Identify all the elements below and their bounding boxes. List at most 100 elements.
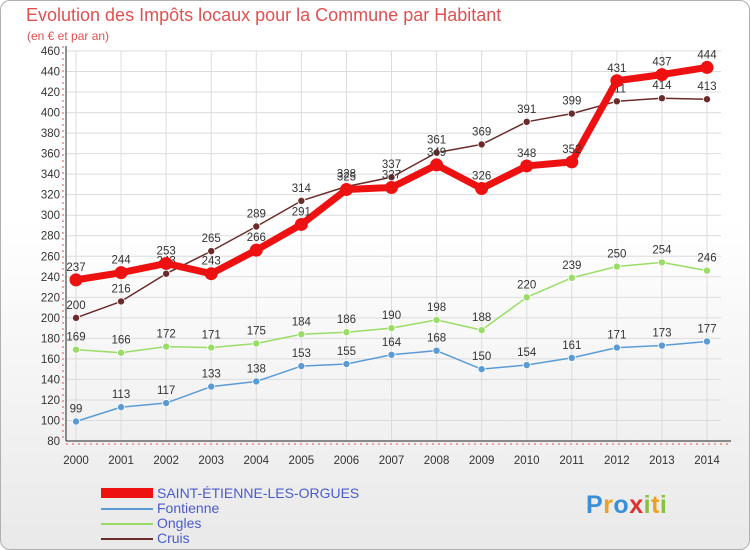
series-saint-etienne-les-orgues-point-2004: [249, 243, 263, 257]
series-fontienne-point-2013: [657, 341, 666, 350]
series-saint-etienne-les-orgues-data-label-2012: 431: [607, 63, 626, 75]
x-tick-label-2011: 2011: [559, 455, 584, 467]
series-saint-etienne-les-orgues-data-label-2010: 348: [517, 148, 536, 160]
series-cruis-data-label-2001: 216: [111, 283, 130, 295]
series-cruis-point-2002: [162, 269, 171, 278]
legend-label-ongles: Ongles: [157, 515, 202, 531]
series-fontienne-point-2005: [297, 362, 306, 371]
series-ongles-data-label-2006: 186: [337, 314, 356, 326]
series-ongles-point-2000: [72, 345, 81, 354]
series-fontienne-data-label-2011: 161: [562, 340, 581, 352]
series-ongles-point-2007: [387, 324, 396, 333]
series-ongles-data-label-2004: 175: [247, 326, 266, 338]
series-cruis-data-label-2014: 413: [697, 81, 716, 93]
series-ongles-point-2013: [657, 258, 666, 267]
series-fontienne-point-2003: [207, 382, 216, 391]
legend-swatch-saint-etienne: [101, 488, 153, 498]
chart-subtitle: (en € et par an): [27, 29, 110, 43]
series-cruis-point-2013: [657, 94, 666, 103]
series-ongles-data-label-2003: 171: [202, 330, 221, 342]
series-fontienne-point-2012: [612, 343, 621, 352]
series-saint-etienne-les-orgues-data-label-2004: 266: [247, 232, 266, 244]
series-ongles-data-label-2010: 220: [517, 279, 536, 291]
series-fontienne-data-label-2003: 133: [202, 369, 221, 381]
y-tick-label-460: 460: [41, 46, 60, 58]
series-fontienne-data-label-2012: 171: [607, 330, 626, 342]
series-fontienne-data-label-2013: 173: [652, 328, 671, 340]
series-ongles-data-label-2007: 190: [382, 310, 401, 322]
series-fontienne-data-label-2007: 164: [382, 337, 402, 349]
series-cruis-point-2009: [477, 140, 486, 149]
series-fontienne-point-2001: [117, 403, 126, 412]
y-tick-label-240: 240: [41, 272, 60, 284]
series-saint-etienne-les-orgues-data-label-2005: 291: [292, 206, 311, 218]
series-ongles-data-label-2014: 246: [697, 253, 716, 265]
series-saint-etienne-les-orgues-point-2012: [610, 74, 624, 88]
series-saint-etienne-les-orgues-point-2008: [430, 158, 444, 172]
legend-swatch-cruis: [101, 538, 153, 540]
series-saint-etienne-les-orgues-data-label-2008: 349: [427, 147, 446, 159]
y-tick-label-280: 280: [41, 231, 60, 243]
legend-label-saint-etienne: SAINT-ÉTIENNE-LES-ORGUES: [157, 485, 360, 501]
series-saint-etienne-les-orgues-point-2000: [69, 273, 83, 287]
y-tick-label-320: 320: [41, 190, 60, 202]
series-cruis-point-2005: [297, 196, 306, 205]
series-saint-etienne-les-orgues-point-2013: [655, 68, 669, 82]
legend-swatch-ongles: [101, 523, 153, 525]
series-ongles-point-2002: [162, 342, 171, 351]
x-tick-label-2007: 2007: [379, 455, 405, 467]
series-cruis-point-2007: [387, 173, 396, 182]
series-cruis-data-label-2011: 399: [562, 96, 581, 108]
x-tick-label-2012: 2012: [604, 455, 630, 467]
x-tick-label-2008: 2008: [424, 455, 450, 467]
y-tick-label-340: 340: [41, 169, 60, 181]
y-tick-label-140: 140: [41, 374, 60, 386]
series-fontienne-point-2002: [162, 399, 171, 408]
series-ongles-point-2009: [477, 326, 486, 335]
series-saint-etienne-les-orgues-point-2001: [114, 266, 128, 280]
y-tick-label-200: 200: [41, 313, 60, 325]
x-tick-label-2013: 2013: [649, 455, 675, 467]
series-fontienne-data-label-2009: 150: [472, 351, 491, 363]
y-tick-label-360: 360: [41, 149, 60, 161]
series-ongles-data-label-2000: 169: [66, 332, 85, 344]
y-tick-label-160: 160: [41, 354, 60, 366]
series-saint-etienne-les-orgues-data-label-2002: 253: [157, 245, 176, 257]
legend-label-cruis: Cruis: [157, 530, 190, 546]
series-cruis-data-label-2007: 337: [382, 159, 401, 171]
y-tick-label-420: 420: [41, 87, 60, 99]
x-tick-label-2005: 2005: [289, 455, 315, 467]
series-cruis-data-label-2000: 200: [66, 300, 85, 312]
series-fontienne-data-label-2000: 99: [70, 404, 83, 416]
x-tick-label-2014: 2014: [694, 455, 720, 467]
series-saint-etienne-les-orgues-data-label-2007: 327: [382, 170, 401, 182]
series-saint-etienne-les-orgues-data-label-2006: 325: [337, 172, 356, 184]
series-saint-etienne-les-orgues-point-2006: [339, 183, 353, 197]
series-ongles-point-2003: [207, 343, 216, 352]
series-cruis-data-label-2010: 391: [517, 104, 536, 116]
legend-label-fontienne: Fontienne: [157, 500, 220, 516]
series-cruis-data-label-2004: 289: [247, 209, 266, 221]
series-fontienne-point-2004: [252, 377, 261, 386]
series-ongles-data-label-2009: 188: [472, 312, 491, 324]
series-saint-etienne-les-orgues-point-2003: [204, 267, 218, 281]
series-ongles-data-label-2011: 239: [562, 260, 581, 272]
series-cruis-point-2011: [567, 109, 576, 118]
series-fontienne-point-2000: [72, 417, 81, 426]
series-ongles-point-2006: [342, 328, 351, 337]
series-ongles-data-label-2013: 254: [652, 244, 672, 256]
series-cruis-point-2010: [522, 117, 531, 126]
series-saint-etienne-les-orgues-data-label-2000: 237: [66, 262, 85, 274]
series-saint-etienne-les-orgues-data-label-2013: 437: [652, 57, 671, 69]
series-cruis-point-2003: [207, 247, 216, 256]
series-ongles-point-2011: [567, 273, 576, 282]
series-fontienne-point-2011: [567, 353, 576, 362]
y-tick-label-220: 220: [41, 292, 60, 304]
x-tick-label-2000: 2000: [63, 455, 89, 467]
series-saint-etienne-les-orgues-data-label-2011: 352: [562, 144, 581, 156]
series-ongles-point-2008: [432, 315, 441, 324]
series-ongles-data-label-2001: 166: [111, 335, 130, 347]
chart-title: Evolution des Impôts locaux pour la Comm…: [26, 5, 502, 25]
series-saint-etienne-les-orgues-point-2009: [475, 182, 489, 196]
y-tick-label-260: 260: [41, 251, 60, 263]
